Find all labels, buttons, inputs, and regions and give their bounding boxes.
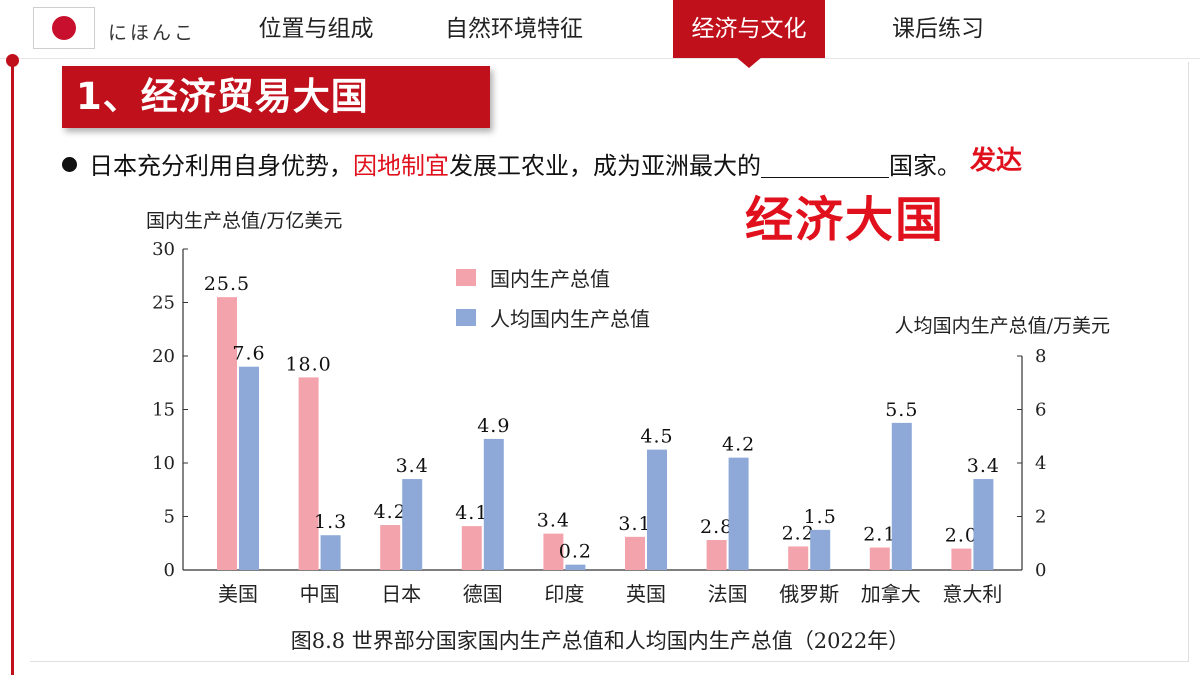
statement-part3: 国家。 xyxy=(889,152,961,180)
per-capita-bar xyxy=(891,422,912,570)
gdp-value-label: 2.8 xyxy=(700,516,733,538)
gdp-bar xyxy=(543,533,564,570)
gdp-value-label: 2.2 xyxy=(782,522,815,544)
gdp-bar xyxy=(788,546,809,570)
gdp-bar xyxy=(380,525,401,570)
gdp-value-label: 25.5 xyxy=(204,273,250,295)
per-capita-value-label: 5.5 xyxy=(885,399,918,421)
category-label: 日本 xyxy=(381,582,421,606)
left-y-tick-label: 10 xyxy=(152,453,175,474)
gdp-bar xyxy=(217,297,237,570)
section-title: 1、经济贸易大国 xyxy=(62,66,490,128)
right-y-tick-label: 0 xyxy=(1035,560,1046,581)
tab-economy-culture[interactable]: 经济与文化 xyxy=(673,0,825,58)
per-capita-value-label: 1.3 xyxy=(314,511,347,533)
category-label: 美国 xyxy=(218,582,258,606)
left-y-tick-label: 0 xyxy=(164,560,175,581)
per-capita-bar xyxy=(728,457,749,570)
statement-part1: 日本充分利用自身优势， xyxy=(89,152,353,180)
per-capita-value-label: 4.2 xyxy=(722,434,755,456)
category-label: 德国 xyxy=(463,582,503,606)
category-label: 中国 xyxy=(300,582,340,606)
left-y-tick-label: 15 xyxy=(152,400,175,421)
overlay-answer: 经济大国 xyxy=(745,192,946,248)
category-label: 俄罗斯 xyxy=(779,582,839,606)
per-capita-bar xyxy=(973,479,994,570)
tab-natural-environment[interactable]: 自然环境特征 xyxy=(445,16,583,42)
gdp-value-label: 18.0 xyxy=(285,353,331,375)
right-y-tick-label: 4 xyxy=(1035,453,1046,474)
left-accent-line xyxy=(11,58,14,675)
gdp-bar xyxy=(706,540,727,570)
gdp-value-label: 3.4 xyxy=(537,510,570,532)
per-capita-value-label: 4.5 xyxy=(640,426,673,448)
left-y-axis-label: 国内生产总值/万亿美元 xyxy=(146,210,342,232)
per-capita-bar xyxy=(647,449,667,570)
gdp-bar xyxy=(298,377,319,570)
gdp-bar xyxy=(625,536,645,570)
japan-flag-logo[interactable] xyxy=(33,7,95,49)
gdp-bar xyxy=(951,548,972,570)
right-y-tick-label: 2 xyxy=(1035,507,1046,528)
left-y-tick-label: 25 xyxy=(152,293,175,314)
chart-caption: 图8.8 世界部分国家国内生产总值和人均国内生产总值（2022年） xyxy=(291,629,910,653)
gdp-value-label: 2.1 xyxy=(863,524,896,546)
per-capita-value-label: 0.2 xyxy=(559,541,592,563)
gdp-value-label: 2.0 xyxy=(945,525,978,547)
category-label: 法国 xyxy=(708,582,748,606)
gdp-bar xyxy=(461,526,482,570)
bottom-frame-line xyxy=(30,661,1188,662)
gdp-bar xyxy=(869,547,890,570)
per-capita-bar xyxy=(320,535,341,570)
statement-line: 日本充分利用自身优势，因地制宜发展工农业，成为亚洲最大的 国家。 xyxy=(62,146,961,181)
right-y-tick-label: 8 xyxy=(1035,346,1046,367)
active-tab-pointer-icon xyxy=(736,57,762,68)
category-label: 印度 xyxy=(544,582,584,606)
right-y-tick-label: 6 xyxy=(1035,400,1046,421)
legend-gdp-label: 国内生产总值 xyxy=(490,267,610,291)
per-capita-bar xyxy=(483,438,504,570)
per-capita-value-label: 4.9 xyxy=(477,415,510,437)
legend-gdp-swatch xyxy=(456,269,476,286)
per-capita-value-label: 3.4 xyxy=(396,455,429,477)
statement-part2: 发展工农业，成为亚洲最大的 xyxy=(449,152,761,180)
per-capita-bar xyxy=(565,564,586,570)
top-nav-bar: にほんこ 位置与组成 自然环境特征 经济与文化 课后练习 xyxy=(0,0,1200,59)
per-capita-value-label: 1.5 xyxy=(804,506,837,528)
left-y-tick-label: 30 xyxy=(152,239,175,260)
statement-highlight: 因地制宜 xyxy=(353,152,449,180)
tab-location-composition[interactable]: 位置与组成 xyxy=(258,16,374,42)
fill-in-blank xyxy=(761,155,889,178)
right-frame-line xyxy=(1188,62,1189,662)
category-label: 意大利 xyxy=(942,582,1002,606)
blank-answer: 发达 xyxy=(970,146,1023,176)
legend-per-capita-label: 人均国内生产总值 xyxy=(490,307,650,331)
legend-per-capita-swatch xyxy=(456,309,476,326)
left-accent-dot xyxy=(6,54,19,67)
category-label: 英国 xyxy=(626,582,666,606)
right-y-axis-label: 人均国内生产总值/万美元 xyxy=(895,315,1110,337)
per-capita-bar xyxy=(239,366,259,570)
tab-exercises[interactable]: 课后练习 xyxy=(892,16,984,42)
left-y-tick-label: 5 xyxy=(164,507,175,528)
per-capita-value-label: 7.6 xyxy=(232,343,265,365)
per-capita-bar xyxy=(810,529,831,570)
gdp-value-label: 3.1 xyxy=(618,513,651,535)
red-sun-icon xyxy=(52,16,76,40)
left-y-tick-label: 20 xyxy=(152,346,175,367)
gdp-value-label: 4.2 xyxy=(374,501,407,523)
gdp-value-label: 4.1 xyxy=(455,502,488,524)
per-capita-bar xyxy=(402,479,423,570)
bullet-icon xyxy=(62,157,77,172)
per-capita-value-label: 3.4 xyxy=(967,455,1000,477)
brand-text: にほんこ xyxy=(108,22,197,44)
category-label: 加拿大 xyxy=(861,582,921,606)
